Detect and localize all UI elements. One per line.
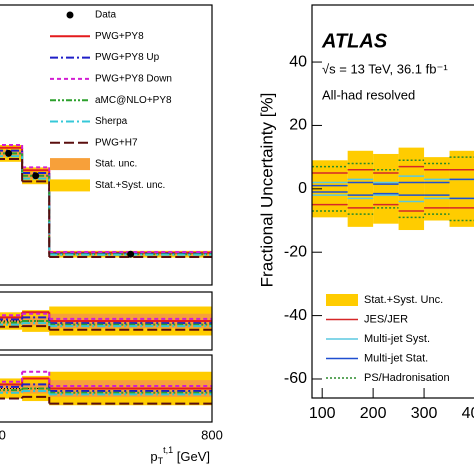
panel-frame — [311, 4, 474, 399]
y-tick-label: -40 — [284, 307, 307, 324]
uncertainty-band — [424, 157, 450, 221]
legend-label: Stat.+Syst. unc. — [95, 180, 165, 191]
x-label-unit: [GeV] — [173, 449, 210, 464]
data-point — [5, 149, 13, 157]
legend-label: Multi-jet Stat. — [364, 352, 428, 364]
data-point — [127, 250, 135, 258]
legend-label: Multi-jet Syst. — [364, 333, 430, 345]
legend-marker — [326, 294, 358, 306]
uncertainty-band — [347, 150, 374, 227]
legend-label: PWG+PY8 — [95, 31, 144, 42]
uncertainty-band — [398, 147, 425, 231]
legend-marker — [50, 158, 90, 171]
experiment-label: ATLAS — [321, 30, 388, 52]
legend-marker — [66, 11, 74, 19]
legend-label: PWG+PY8 Up — [95, 52, 160, 63]
legend-label: Sherpa — [95, 116, 128, 127]
y-tick-label: -60 — [284, 370, 307, 387]
legend-label: Stat.+Syst. Unc. — [364, 294, 443, 306]
panel-frame — [0, 291, 213, 351]
x-axis-label: pTt,1 [GeV] — [150, 445, 210, 466]
legend-marker — [50, 179, 90, 192]
x-tick-label: 300 — [411, 405, 438, 422]
x-tick-label: 400 — [462, 405, 474, 422]
legend-label: aMC@NLO+PY8 — [95, 95, 172, 106]
panel-frame — [0, 4, 213, 286]
y-tick-label: -20 — [284, 243, 307, 260]
x-tick-label: 100 — [309, 405, 336, 422]
channel-label: All-had resolved — [322, 87, 415, 102]
y-tick-label: 20 — [289, 117, 307, 134]
data-point — [32, 172, 40, 180]
y-tick-label: 0 — [298, 180, 307, 197]
legend-label: JES/JER — [364, 313, 408, 325]
x-tick-label: 400 — [0, 427, 6, 442]
uncertainty-band — [0, 384, 23, 393]
legend-label: Stat. unc. — [95, 159, 137, 170]
uncertainty-band — [0, 317, 23, 325]
x-label-main: p — [150, 449, 157, 464]
y-tick-label: 40 — [289, 53, 307, 70]
legend-label: Data — [95, 10, 117, 21]
panel-frame — [0, 354, 213, 423]
legend-label: PWG+PY8 Down — [95, 74, 172, 85]
legend-label: PWG+H7 — [95, 137, 138, 148]
x-label-sup: t,1 — [163, 445, 173, 455]
uncertainty-band — [373, 153, 399, 224]
legend-label: PS/Hadronisation — [364, 372, 450, 384]
energy-label: √s = 13 TeV, 36.1 fb⁻¹ — [322, 61, 448, 76]
x-label-sub: T — [158, 456, 164, 466]
uncertainty-band — [449, 150, 474, 227]
x-tick-label: 200 — [360, 405, 387, 422]
y-axis-label: Fractional Uncertainty [%] — [257, 93, 276, 288]
x-tick-label: 800 — [201, 427, 223, 442]
